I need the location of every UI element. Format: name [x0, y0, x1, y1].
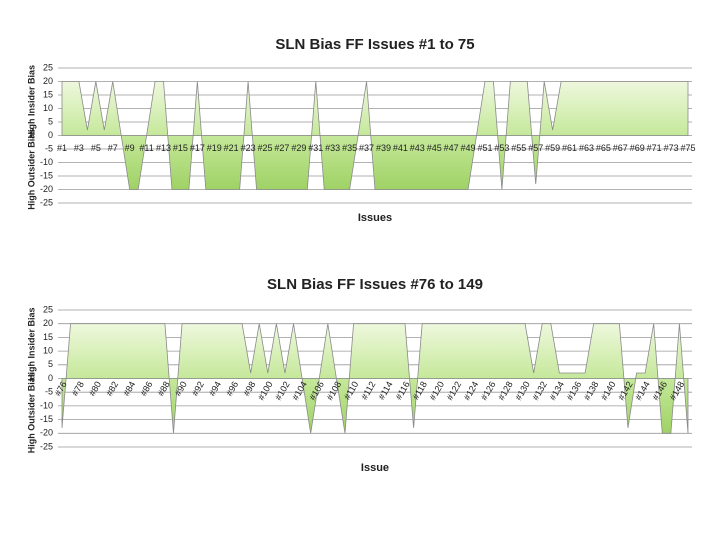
x-tick-label: #140 — [599, 380, 618, 402]
x-tick-label: #96 — [224, 380, 240, 398]
area — [61, 323, 689, 434]
x-tick-label: #144 — [633, 380, 652, 402]
chart-title: SLN Bias FF Issues #1 to 75 — [275, 36, 474, 53]
y-tick-label: 5 — [48, 359, 53, 369]
x-tick-label: #31 — [308, 143, 323, 153]
x-tick-label: #9 — [125, 143, 135, 153]
x-tick-label: #55 — [511, 143, 526, 153]
x-tick-label: #92 — [190, 380, 206, 398]
y-tick-label: 15 — [43, 89, 53, 99]
x-tick-label: #130 — [513, 380, 532, 402]
y-tick-label: 15 — [43, 332, 53, 342]
x-tick-label: #138 — [582, 380, 601, 402]
x-tick-label: #35 — [342, 143, 357, 153]
y-tick-label: -25 — [40, 197, 53, 207]
y-axis-title-bottom: High Outsider Bias — [26, 372, 36, 453]
x-tick-label: #41 — [393, 143, 408, 153]
x-tick-label: #120 — [427, 380, 446, 402]
y-tick-label: 10 — [43, 345, 53, 355]
x-tick-label: #63 — [579, 143, 594, 153]
x-tick-label: #116 — [393, 380, 411, 402]
x-tick-label: #43 — [410, 143, 425, 153]
x-tick-label: #13 — [156, 143, 171, 153]
x-tick-label: #76 — [53, 380, 69, 398]
x-tick-label: #59 — [545, 143, 560, 153]
chart-title: SLN Bias FF Issues #76 to 149 — [267, 276, 483, 293]
x-tick-label: #132 — [530, 380, 549, 402]
y-tick-label: -20 — [40, 428, 53, 438]
y-axis-title-top: High Insider Bias — [26, 65, 36, 139]
x-tick-label: #86 — [138, 380, 154, 398]
x-tick-label: #33 — [325, 143, 340, 153]
x-tick-label: #124 — [462, 380, 481, 402]
y-tick-label: 5 — [48, 116, 53, 126]
x-tick-label: #3 — [74, 143, 84, 153]
x-tick-label: #5 — [91, 143, 101, 153]
x-tick-label: #49 — [461, 143, 476, 153]
x-tick-label: #45 — [427, 143, 442, 153]
x-tick-label: #136 — [565, 380, 584, 402]
x-tick-label: #61 — [562, 143, 577, 153]
x-tick-label: #65 — [596, 143, 611, 153]
y-axis-title-top: High Insider Bias — [26, 307, 36, 381]
x-tick-label: #94 — [207, 380, 223, 398]
y-tick-label: 25 — [43, 304, 53, 314]
y-tick-label: 20 — [43, 318, 53, 328]
x-tick-label: #73 — [664, 143, 679, 153]
x-tick-label: #114 — [376, 380, 394, 402]
y-tick-label: 0 — [48, 130, 53, 140]
x-axis-title: Issues — [358, 212, 392, 224]
y-tick-label: 25 — [43, 62, 53, 72]
y-tick-label: 20 — [43, 76, 53, 86]
x-tick-label: #98 — [241, 380, 257, 398]
x-tick-label: #84 — [121, 380, 137, 398]
y-tick-label: -15 — [40, 414, 53, 424]
x-tick-label: #134 — [547, 380, 566, 402]
x-tick-label: #37 — [359, 143, 374, 153]
x-tick-label: #122 — [445, 380, 464, 402]
y-axis-title-bottom: High Outsider Bias — [26, 129, 36, 210]
x-tick-label: #53 — [494, 143, 509, 153]
x-tick-label: #67 — [613, 143, 628, 153]
x-tick-label: #78 — [70, 380, 86, 398]
y-tick-label: -10 — [40, 157, 53, 167]
y-tick-label: -10 — [40, 400, 53, 410]
x-tick-label: #126 — [479, 380, 498, 402]
y-tick-label: -20 — [40, 184, 53, 194]
x-tick-label: #80 — [87, 380, 103, 398]
x-tick-label: #23 — [241, 143, 256, 153]
x-axis-title: Issue — [361, 462, 389, 474]
x-tick-label: #11 — [139, 143, 153, 153]
y-tick-label: 10 — [43, 103, 53, 113]
x-tick-label: #57 — [528, 143, 543, 153]
x-tick-label: #82 — [104, 380, 120, 398]
x-tick-label: #51 — [477, 143, 492, 153]
x-tick-label: #7 — [108, 143, 118, 153]
x-tick-label: #21 — [224, 143, 239, 153]
y-tick-label: -15 — [40, 170, 53, 180]
x-tick-label: #75 — [680, 143, 695, 153]
x-tick-label: #27 — [274, 143, 289, 153]
y-tick-label: -5 — [45, 143, 53, 153]
x-tick-label: #71 — [647, 143, 662, 153]
x-tick-label: #29 — [291, 143, 306, 153]
x-tick-label: #15 — [173, 143, 188, 153]
y-tick-label: -5 — [45, 387, 53, 397]
x-tick-label: #128 — [496, 380, 515, 402]
y-tick-label: 0 — [48, 373, 53, 383]
x-tick-label: #112 — [359, 380, 377, 402]
x-tick-label: #47 — [444, 143, 459, 153]
area — [61, 81, 689, 190]
x-tick-label: #17 — [190, 143, 205, 153]
x-tick-label: #102 — [273, 380, 292, 402]
x-tick-label: #39 — [376, 143, 391, 153]
y-tick-label: -25 — [40, 441, 53, 451]
x-tick-label: #1 — [57, 143, 67, 153]
x-tick-label: #100 — [256, 380, 275, 402]
x-tick-label: #19 — [207, 143, 222, 153]
x-tick-label: #69 — [630, 143, 645, 153]
x-tick-label: #25 — [258, 143, 273, 153]
